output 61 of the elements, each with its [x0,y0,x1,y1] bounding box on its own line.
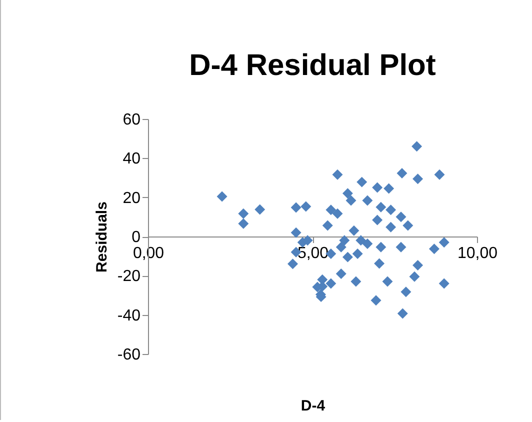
point [396,212,406,222]
point [350,276,362,287]
point [238,218,249,229]
point [386,204,396,216]
y-tick-label: 60 [122,112,141,128]
y-tick-label: 0 [132,229,141,246]
point [238,208,249,219]
point [336,268,346,279]
point [362,238,373,249]
point [362,195,373,206]
point [300,201,312,212]
point [428,244,440,254]
y-tick-label: 40 [122,150,141,168]
point [438,278,450,289]
point [412,141,422,152]
point [376,242,386,252]
point [412,174,424,184]
point [372,214,383,226]
point [342,188,353,199]
point [400,286,412,298]
x-axis-title: D-4 [300,398,326,414]
point [342,252,353,262]
point [332,169,343,180]
point [409,271,420,282]
point [356,235,366,246]
point [397,308,408,319]
point [438,237,450,248]
point [326,278,336,289]
point [290,202,302,213]
point [290,227,302,238]
point [402,220,414,231]
point [396,168,408,178]
point [374,258,385,269]
point [434,169,445,180]
point [352,248,363,259]
point [386,222,396,232]
point [348,225,360,236]
point [382,276,393,287]
point [254,204,266,215]
point [376,202,386,212]
point [322,220,333,231]
y-axis-title: Residuals [93,202,110,272]
point [339,235,350,246]
point [336,242,346,252]
point [288,258,298,270]
point [384,183,394,194]
point [356,176,368,188]
point [326,204,336,216]
y-tick-label: 20 [122,190,141,207]
point [396,242,406,252]
x-tick-label: 10,00 [457,245,498,262]
point [346,195,356,206]
point [332,208,343,219]
point [216,191,228,202]
point [370,295,382,306]
y-tick-label: -20 [117,268,141,286]
y-tick-label: -60 [117,346,141,364]
point [372,182,383,193]
chart-title: D-4 Residual Plot [189,49,436,82]
point [412,260,424,271]
y-tick-label: -40 [117,307,141,324]
